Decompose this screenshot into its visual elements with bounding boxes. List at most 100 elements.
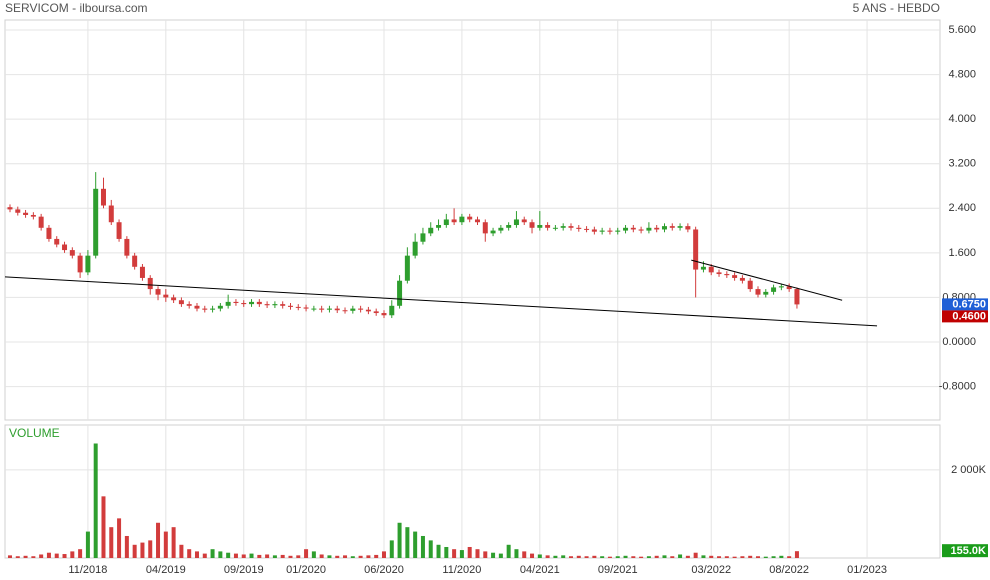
volume-bar bbox=[31, 556, 36, 558]
volume-bar bbox=[226, 552, 231, 558]
candle-body bbox=[319, 308, 325, 310]
volume-bar bbox=[140, 542, 145, 558]
volume-bar bbox=[475, 549, 480, 558]
volume-bar bbox=[514, 549, 519, 558]
volume-bar bbox=[794, 551, 799, 558]
volume-bar bbox=[678, 554, 683, 558]
volume-bar bbox=[639, 556, 644, 558]
candle-body bbox=[599, 230, 605, 232]
x-tick-label: 09/2019 bbox=[224, 564, 264, 576]
candle-body bbox=[467, 216, 473, 220]
candle-body bbox=[747, 280, 753, 290]
volume-bar bbox=[343, 555, 348, 558]
candle-body bbox=[576, 227, 582, 229]
volume-bar bbox=[413, 531, 418, 558]
candle-body bbox=[545, 225, 551, 228]
volume-bar bbox=[397, 522, 402, 558]
candle-body bbox=[124, 238, 130, 256]
candle-body bbox=[771, 287, 777, 292]
volume-bar bbox=[755, 556, 760, 558]
volume-bar bbox=[39, 554, 44, 558]
volume-bar bbox=[561, 555, 566, 558]
price-panel bbox=[4, 19, 941, 421]
x-tick-label: 04/2021 bbox=[520, 564, 560, 576]
volume-bar bbox=[420, 535, 425, 558]
volume-bar bbox=[452, 549, 457, 558]
volume-marker bbox=[942, 544, 988, 558]
candle-body bbox=[661, 226, 667, 230]
candle-body bbox=[428, 227, 434, 234]
candle-body bbox=[693, 229, 699, 270]
candle-body bbox=[358, 308, 364, 310]
candle-body bbox=[412, 241, 418, 256]
volume-bar bbox=[592, 555, 597, 558]
candle-body bbox=[38, 216, 44, 228]
volume-bar bbox=[62, 554, 67, 558]
candle-body bbox=[552, 227, 558, 229]
candle-body bbox=[350, 308, 356, 311]
candle-body bbox=[342, 310, 348, 312]
volume-bar bbox=[335, 555, 340, 558]
y-tick-label: 1.600 bbox=[948, 247, 976, 259]
volume-bar bbox=[124, 535, 129, 558]
volume-bar bbox=[467, 546, 472, 558]
volume-bar bbox=[654, 555, 659, 558]
candle-body bbox=[404, 255, 410, 281]
volume-bar bbox=[506, 544, 511, 558]
volume-bar bbox=[389, 540, 394, 558]
price-marker-label: 0.4600 bbox=[952, 310, 986, 322]
candle-body bbox=[490, 230, 496, 234]
y-tick-label: 5.600 bbox=[948, 24, 976, 36]
volume-bar bbox=[607, 556, 612, 558]
price-marker-label: 0.6750 bbox=[952, 298, 986, 310]
volume-bar bbox=[584, 556, 589, 558]
candle-body bbox=[786, 286, 792, 290]
volume-bar bbox=[304, 549, 309, 558]
candle-body bbox=[46, 227, 52, 239]
volume-bar bbox=[265, 554, 270, 558]
volume-bar bbox=[374, 554, 379, 558]
candle-body bbox=[311, 308, 317, 310]
volume-bar bbox=[319, 554, 324, 558]
x-tick-label: 09/2021 bbox=[598, 564, 638, 576]
x-tick-label: 04/2019 bbox=[146, 564, 186, 576]
candle-body bbox=[186, 304, 192, 306]
candle-body bbox=[54, 238, 60, 245]
candle-body bbox=[513, 219, 519, 226]
volume-bar bbox=[537, 554, 542, 558]
candle-body bbox=[15, 209, 21, 213]
candle-body bbox=[537, 225, 543, 228]
volume-bar bbox=[117, 518, 122, 558]
candle-body bbox=[591, 229, 597, 232]
candle-body bbox=[474, 219, 480, 223]
volume-bar bbox=[163, 531, 168, 558]
volume-bar bbox=[46, 552, 51, 558]
volume-bar bbox=[296, 555, 301, 558]
candle-body bbox=[498, 227, 504, 231]
volume-bar bbox=[272, 555, 277, 558]
candle-body bbox=[677, 226, 683, 228]
candle-body bbox=[700, 266, 706, 270]
volume-bar bbox=[85, 531, 90, 558]
volume-bar bbox=[662, 555, 667, 558]
volume-bar bbox=[498, 553, 503, 558]
volume-bar bbox=[693, 552, 698, 558]
candle-body bbox=[365, 309, 371, 312]
candle-body bbox=[155, 289, 161, 295]
volume-bar bbox=[701, 555, 706, 558]
volume-title: VOLUME bbox=[9, 426, 60, 440]
candle-body bbox=[132, 255, 138, 267]
volume-bar bbox=[748, 555, 753, 558]
volume-bar bbox=[600, 556, 605, 558]
candle-body bbox=[334, 308, 340, 311]
candle-body bbox=[381, 313, 387, 316]
volume-bar bbox=[553, 555, 558, 558]
volume-bar bbox=[568, 556, 573, 558]
volume-bar bbox=[530, 553, 535, 558]
y-tick-label: 2 000K bbox=[951, 464, 987, 476]
candle-body bbox=[529, 222, 535, 228]
candle-body bbox=[225, 301, 231, 306]
candle-body bbox=[30, 214, 36, 217]
candle-body bbox=[85, 255, 91, 273]
x-tick-label: 06/2020 bbox=[364, 564, 404, 576]
